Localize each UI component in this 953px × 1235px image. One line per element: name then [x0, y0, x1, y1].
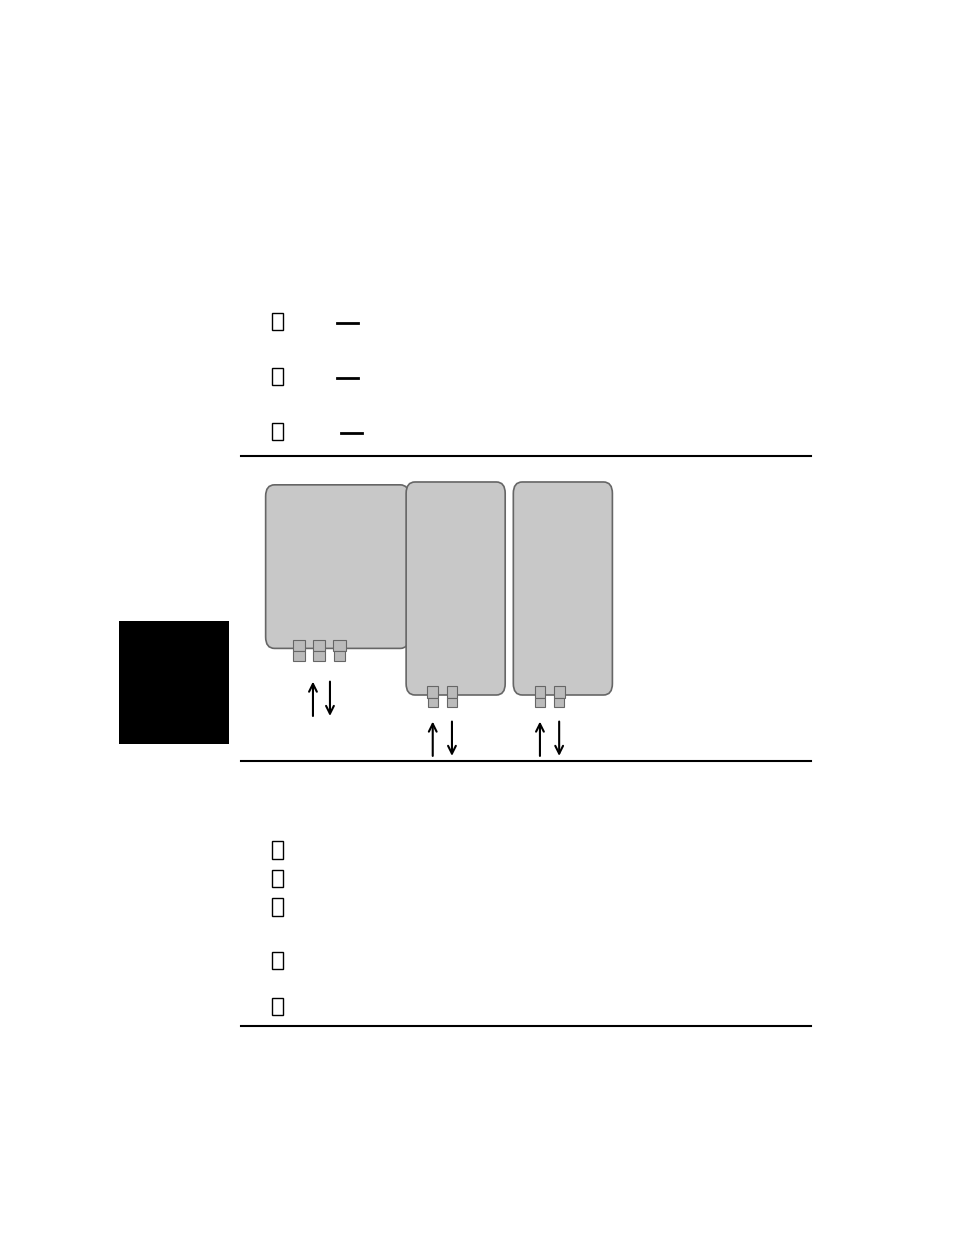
Bar [272, 424, 282, 440]
FancyBboxPatch shape [406, 482, 505, 695]
Bar [427, 687, 437, 698]
Bar [554, 687, 564, 698]
Bar [272, 952, 282, 969]
Bar [272, 899, 282, 915]
Bar [272, 869, 282, 887]
Bar [313, 640, 325, 651]
Bar [293, 651, 304, 661]
Bar [119, 621, 229, 745]
Bar [447, 698, 456, 708]
Bar [272, 312, 282, 330]
Bar [293, 640, 305, 651]
Bar [333, 640, 346, 651]
Bar [313, 651, 324, 661]
Bar [272, 841, 282, 858]
Bar [554, 698, 563, 708]
Bar [534, 687, 545, 698]
Bar [446, 687, 456, 698]
FancyBboxPatch shape [513, 482, 612, 695]
Bar [272, 368, 282, 385]
Bar [334, 651, 345, 661]
Bar [535, 698, 544, 708]
Bar [272, 998, 282, 1015]
Bar [428, 698, 437, 708]
FancyBboxPatch shape [265, 485, 409, 648]
